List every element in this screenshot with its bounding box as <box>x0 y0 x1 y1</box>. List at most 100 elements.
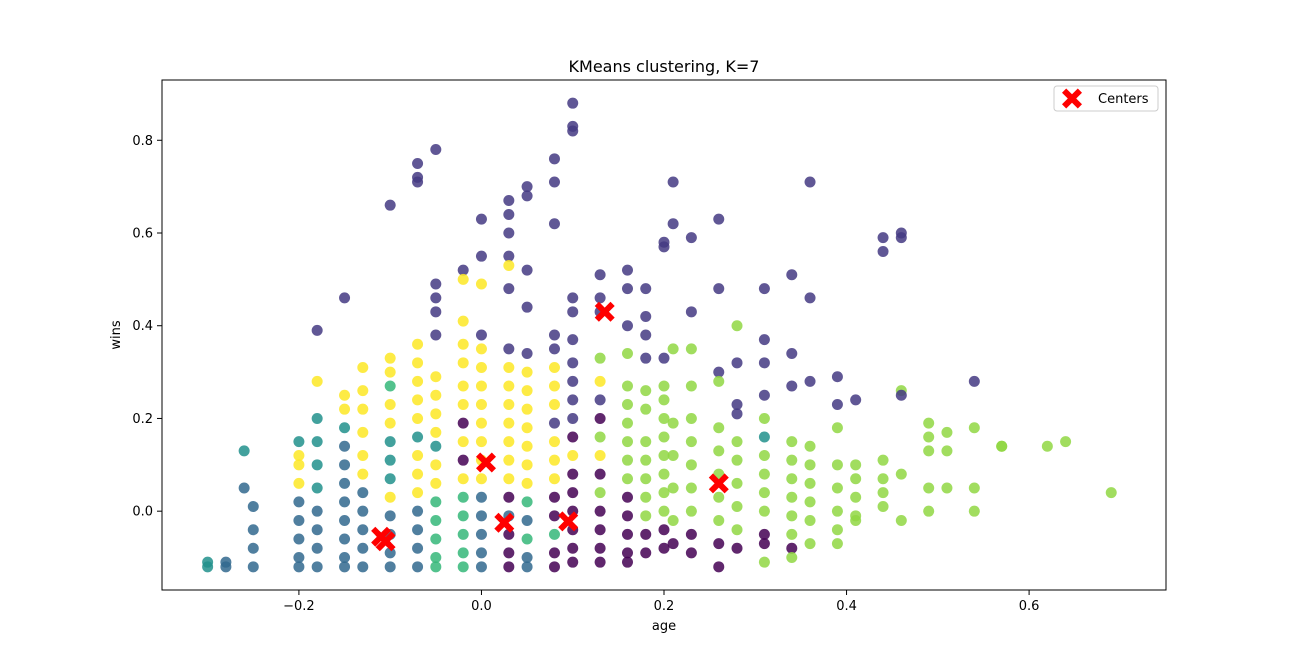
scatter-point <box>758 431 770 443</box>
scatter-point <box>658 394 670 406</box>
scatter-point <box>503 250 515 262</box>
scatter-point <box>758 556 770 568</box>
scatter-point <box>357 487 369 499</box>
scatter-point <box>758 538 770 550</box>
scatter-point <box>339 552 351 564</box>
scatter-point <box>786 454 798 466</box>
scatter-point <box>713 445 725 457</box>
scatter-point <box>731 357 743 369</box>
scatter-point <box>996 440 1008 452</box>
scatter-point <box>311 459 323 471</box>
scatter-point <box>567 542 579 554</box>
scatter-point <box>457 357 469 369</box>
scatter-point <box>804 459 816 471</box>
scatter-point <box>640 473 652 485</box>
scatter-point <box>503 259 515 271</box>
scatter-point <box>895 389 907 401</box>
scatter-point <box>877 232 889 244</box>
scatter-point <box>384 417 396 429</box>
scatter-point <box>567 450 579 462</box>
scatter-point <box>357 450 369 462</box>
scatter-point <box>339 403 351 415</box>
scatter-point <box>685 528 697 540</box>
scatter-point <box>850 459 862 471</box>
scatter-point <box>640 385 652 397</box>
y-tick-label: 0.6 <box>132 227 153 242</box>
scatter-point <box>758 357 770 369</box>
scatter-point <box>430 389 442 401</box>
scatter-point <box>713 514 725 526</box>
scatter-point <box>685 459 697 471</box>
scatter-point <box>621 380 633 392</box>
scatter-point <box>923 445 935 457</box>
scatter-point <box>923 431 935 443</box>
scatter-point <box>503 454 515 466</box>
scatter-point <box>475 343 487 355</box>
scatter-point <box>339 389 351 401</box>
scatter-point <box>412 524 424 536</box>
scatter-point <box>503 343 515 355</box>
scatter-point <box>968 422 980 434</box>
scatter-point <box>640 454 652 466</box>
scatter-point <box>713 422 725 434</box>
scatter-point <box>412 487 424 499</box>
scatter-point <box>567 431 579 443</box>
scatter-point <box>247 501 259 513</box>
scatter-point <box>503 283 515 295</box>
scatter-point <box>202 561 214 573</box>
scatter-point <box>548 473 560 485</box>
x-axis-label: age <box>652 619 676 634</box>
scatter-point <box>1105 487 1117 499</box>
scatter-point <box>430 496 442 508</box>
scatter-point <box>621 283 633 295</box>
scatter-point <box>457 273 469 285</box>
scatter-point <box>548 454 560 466</box>
scatter-point <box>503 195 515 207</box>
scatter-point <box>521 459 533 471</box>
scatter-point <box>311 542 323 554</box>
scatter-point <box>339 477 351 489</box>
scatter-point <box>412 176 424 188</box>
scatter-point <box>238 445 250 457</box>
scatter-point <box>457 561 469 573</box>
scatter-point <box>786 510 798 522</box>
scatter-point <box>503 436 515 448</box>
scatter-point <box>685 343 697 355</box>
scatter-point <box>640 547 652 559</box>
scatter-point <box>831 371 843 383</box>
scatter-point <box>457 528 469 540</box>
scatter-point <box>877 454 889 466</box>
cluster-center-marker <box>558 511 579 532</box>
scatter-point <box>457 380 469 392</box>
scatter-point <box>621 454 633 466</box>
scatter-point <box>384 510 396 522</box>
scatter-point <box>640 329 652 341</box>
scatter-point <box>384 366 396 378</box>
scatter-point <box>786 552 798 564</box>
scatter-point <box>658 450 670 462</box>
scatter-point <box>293 459 305 471</box>
scatter-point <box>430 459 442 471</box>
scatter-point <box>594 375 606 387</box>
scatter-point <box>658 431 670 443</box>
scatter-point <box>895 468 907 480</box>
scatter-point <box>548 561 560 573</box>
scatter-point <box>786 436 798 448</box>
legend-centers-label: Centers <box>1098 92 1149 107</box>
scatter-point <box>475 491 487 503</box>
scatter-point <box>758 528 770 540</box>
scatter-point <box>567 357 579 369</box>
scatter-point <box>311 324 323 336</box>
scatter-point <box>968 375 980 387</box>
scatter-point <box>521 301 533 313</box>
scatter-point <box>357 505 369 517</box>
scatter-point <box>548 176 560 188</box>
scatter-point <box>548 436 560 448</box>
scatter-point <box>521 190 533 202</box>
y-axis-label: wins <box>109 320 124 349</box>
scatter-point <box>247 542 259 554</box>
scatter-point <box>850 491 862 503</box>
scatter-point <box>475 278 487 290</box>
scatter-point <box>713 375 725 387</box>
scatter-point <box>339 533 351 545</box>
